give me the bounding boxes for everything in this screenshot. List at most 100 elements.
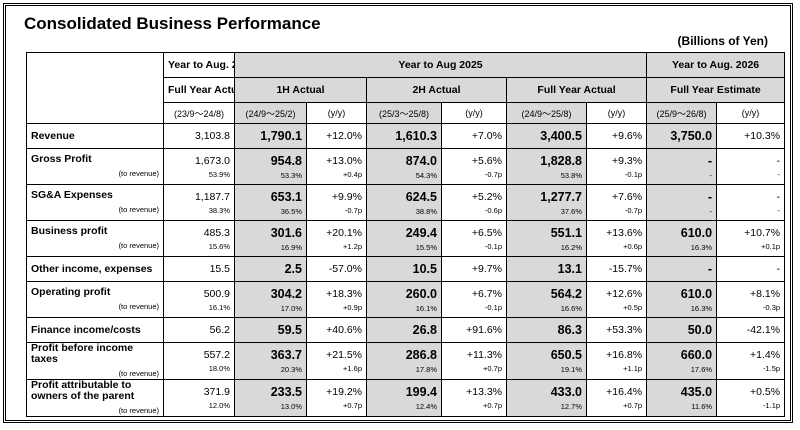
value-cell: 3,400.5	[506, 123, 587, 149]
value-cell: 433.0 12.7%	[506, 379, 587, 417]
value-cell: +91.6%	[441, 317, 507, 343]
value-cell: +7.0%	[441, 123, 507, 149]
value: 650.5	[550, 348, 582, 362]
value-cell: -42.1%	[716, 317, 786, 343]
subgroup-header: Full Year Actual	[163, 77, 235, 103]
value-cell: 260.0 16.1%	[366, 281, 442, 318]
value-cell: 650.5 19.1%	[506, 342, 587, 380]
value-cell: 13.1	[506, 256, 587, 282]
value-cell: +16.4% +0.7p	[585, 379, 648, 417]
value: 304.2	[270, 286, 302, 301]
ratio: +0.7p	[483, 364, 502, 373]
value: +53.3%	[606, 324, 643, 336]
value-cell: 371.9 12.0%	[163, 379, 235, 417]
value-cell: +13.3% +0.7p	[441, 379, 507, 417]
ratio: 16.6%	[560, 303, 582, 313]
value-cell: 1,610.3	[366, 123, 442, 149]
value: 371.9	[203, 386, 230, 398]
value-cell: 1,277.7 37.6%	[506, 184, 587, 221]
value-cell: +19.2% +0.7p	[306, 379, 367, 417]
value: +9.3%	[611, 154, 643, 167]
value: 3,750.0	[670, 129, 713, 143]
label-text: Profit before income taxes	[31, 342, 134, 365]
value: 1,828.8	[540, 153, 582, 168]
value: 13.1	[557, 262, 582, 276]
ratio: -	[709, 170, 713, 180]
ratio: -0.1p	[484, 241, 502, 251]
value-cell: -	[716, 256, 786, 282]
value: 286.8	[405, 348, 437, 362]
ratio: 12.7%	[560, 402, 582, 411]
value-cell: +6.7% -0.1p	[441, 281, 507, 318]
subgroup-header: 2H Actual	[366, 77, 507, 103]
value: 10.5	[412, 262, 437, 276]
ratio: 15.6%	[208, 241, 230, 251]
value-cell: 564.2 16.6%	[506, 281, 587, 318]
ratio: -0.7p	[484, 169, 502, 179]
value: -	[776, 190, 781, 203]
value-cell: --	[716, 184, 786, 221]
value-cell: +5.6% -0.7p	[441, 148, 507, 185]
ratio: 54.3%	[415, 170, 437, 180]
period-header: (24/9～25/8)	[506, 102, 587, 124]
header-row: (23/9～24/8) (24/9～25/2) (y/y) (25/3～25/8) (y…	[27, 102, 786, 124]
value: +13.3%	[466, 386, 502, 398]
value: 1,790.1	[260, 129, 302, 143]
value: -	[707, 262, 713, 276]
value-cell: 56.2	[163, 317, 235, 343]
data-row: Profit attributable to owners of the par…	[26, 379, 786, 417]
data-row: SG&A Expenses (to revenue) 1,187.7 38.3% 653…	[26, 184, 786, 221]
data-row: Finance income/costs 56.2 59.5 +40.6% 26.8 +9…	[26, 317, 786, 343]
ratio: 18.0%	[208, 364, 230, 373]
value-cell: +13.0% +0.4p	[306, 148, 367, 185]
value: +12.6%	[606, 287, 643, 300]
value-cell: 86.3	[506, 317, 587, 343]
value: +20.1%	[326, 226, 362, 239]
value-cell: 485.3 15.6%	[163, 220, 235, 257]
value: 660.0	[680, 348, 713, 362]
ratio: 12.4%	[415, 402, 437, 411]
data-row: Revenue 3,103.8 1,790.1 +12.0% 1,610.3 +7.0% 3…	[26, 123, 786, 149]
title: Consolidated Business Performance	[24, 14, 321, 33]
value-cell: 304.2 17.0%	[234, 281, 307, 318]
row-label: Profit before income taxes (to revenue)	[26, 342, 164, 380]
value-cell: 1,187.7 38.3%	[163, 184, 235, 221]
value: -57.0%	[328, 263, 362, 275]
value: -	[776, 154, 781, 167]
value: 301.6	[270, 225, 302, 240]
frame: Consolidated Business Performance (Billi…	[3, 3, 793, 423]
label-text: Profit attributable to owners of the par…	[31, 379, 135, 402]
value-cell: +8.1% -0.3p	[716, 281, 786, 318]
sub-label: (to revenue)	[118, 241, 159, 250]
ratio: +0.1p	[761, 241, 781, 251]
value-cell: +9.6%	[585, 123, 648, 149]
ratio: 17.8%	[415, 365, 437, 374]
ratio: -	[777, 205, 781, 215]
value: +9.6%	[611, 130, 643, 142]
value: 551.1	[550, 225, 582, 240]
value-cell: +1.4% -1.5p	[716, 342, 786, 380]
value: +19.2%	[326, 386, 362, 398]
period-header: (y/y)	[716, 102, 786, 124]
subgroup-header: Full Year Estimate	[646, 77, 786, 103]
value-cell: -15.7%	[585, 256, 648, 282]
value-cell: 15.5	[163, 256, 235, 282]
ratio: +0.7p	[623, 401, 643, 410]
value: 610.0	[680, 286, 713, 301]
value-cell: 874.0 54.3%	[366, 148, 442, 185]
label-text: Revenue	[31, 129, 75, 142]
value: 59.5	[277, 323, 302, 337]
ratio: +0.7p	[483, 401, 502, 410]
value: +11.3%	[466, 349, 502, 361]
ratio: 12.0%	[208, 401, 230, 410]
value-cell: +21.5% +1.6p	[306, 342, 367, 380]
value-cell: 59.5	[234, 317, 307, 343]
value: +13.6%	[606, 226, 643, 239]
label-text: SG&A Expenses	[31, 189, 113, 201]
value: 2.5	[284, 262, 302, 276]
value: 1,187.7	[194, 190, 230, 203]
ratio: 16.2%	[560, 242, 582, 252]
